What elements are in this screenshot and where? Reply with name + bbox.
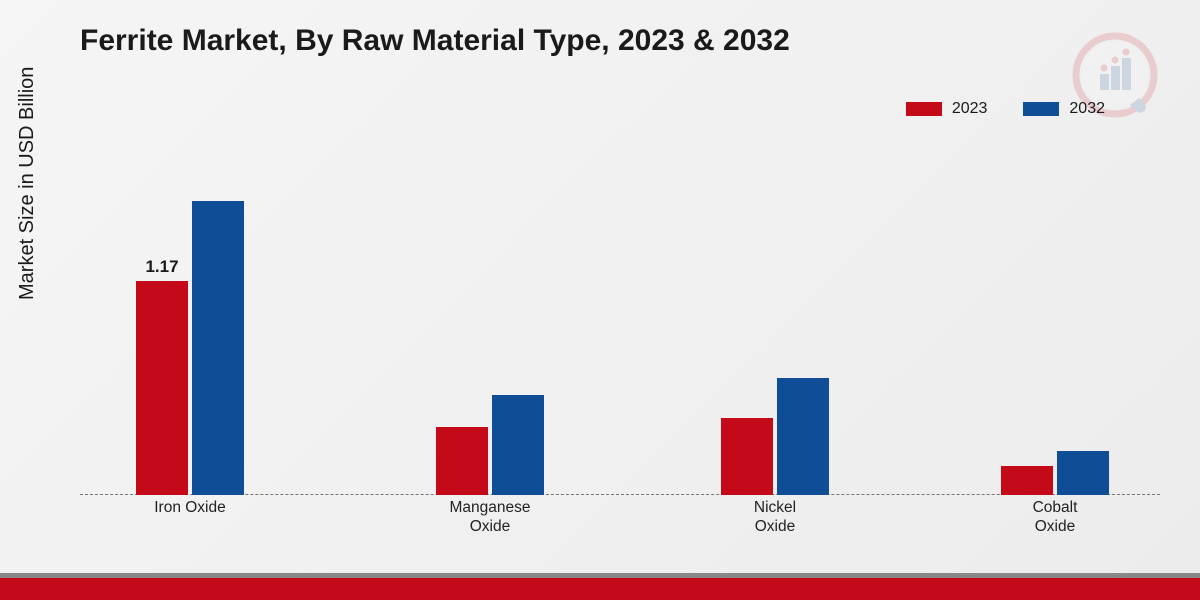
bar (436, 427, 488, 495)
bar-group (685, 378, 865, 495)
bar-group (400, 395, 580, 495)
bar-group: 1.17 (100, 201, 280, 495)
x-axis-tick-label: CobaltOxide (965, 498, 1145, 537)
x-axis-tick-label: Iron Oxide (100, 498, 280, 517)
legend-item-2023: 2023 (906, 100, 988, 118)
legend: 2023 2032 (906, 100, 1105, 118)
bar: 1.17 (136, 281, 188, 495)
plot-area: 1.17 (80, 130, 1160, 495)
bar (777, 378, 829, 495)
x-axis-tick-label: ManganeseOxide (400, 498, 580, 537)
y-axis-label: Market Size in USD Billion (16, 67, 39, 300)
bar (192, 201, 244, 495)
bar (492, 395, 544, 495)
bar-group (965, 451, 1145, 495)
chart-canvas: Ferrite Market, By Raw Material Type, 20… (0, 0, 1200, 600)
legend-label: 2032 (1069, 100, 1105, 118)
legend-label: 2023 (952, 100, 988, 118)
footer-bar (0, 578, 1200, 600)
bar-value-label: 1.17 (145, 257, 178, 277)
bar (1057, 451, 1109, 495)
bar (1001, 466, 1053, 495)
chart-title: Ferrite Market, By Raw Material Type, 20… (80, 24, 790, 58)
bar (721, 418, 773, 495)
legend-swatch-icon (906, 102, 942, 116)
legend-item-2032: 2032 (1023, 100, 1105, 118)
x-axis-tick-label: NickelOxide (685, 498, 865, 537)
legend-swatch-icon (1023, 102, 1059, 116)
